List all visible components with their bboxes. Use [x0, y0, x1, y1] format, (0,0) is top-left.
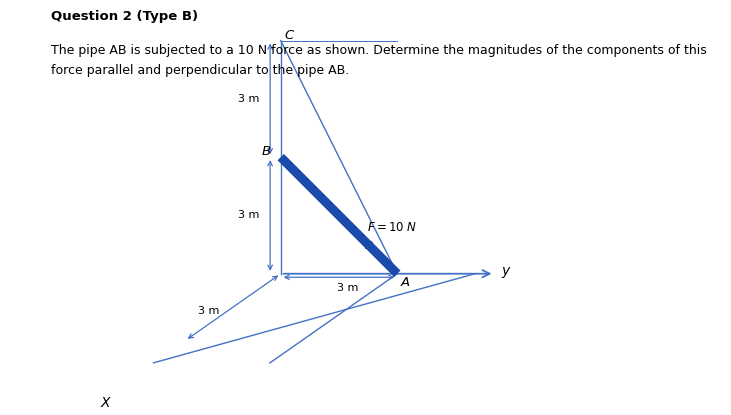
Text: Question 2 (Type B): Question 2 (Type B)	[51, 10, 198, 23]
Text: 3 m: 3 m	[238, 210, 260, 220]
Text: The pipe AB is subjected to a 10 N force as shown. Determine the magnitudes of t: The pipe AB is subjected to a 10 N force…	[51, 44, 707, 56]
Text: force parallel and perpendicular to the pipe AB.: force parallel and perpendicular to the …	[51, 64, 349, 77]
Text: 3 m: 3 m	[337, 283, 358, 293]
Text: 3 m: 3 m	[238, 94, 260, 104]
Text: X: X	[100, 396, 110, 410]
Text: y: y	[501, 264, 510, 278]
Text: A: A	[401, 276, 410, 289]
Text: 3 m: 3 m	[197, 306, 219, 316]
Text: $F = 10\ N$: $F = 10\ N$	[367, 221, 417, 234]
Text: C: C	[284, 29, 294, 42]
Text: B: B	[261, 145, 270, 159]
